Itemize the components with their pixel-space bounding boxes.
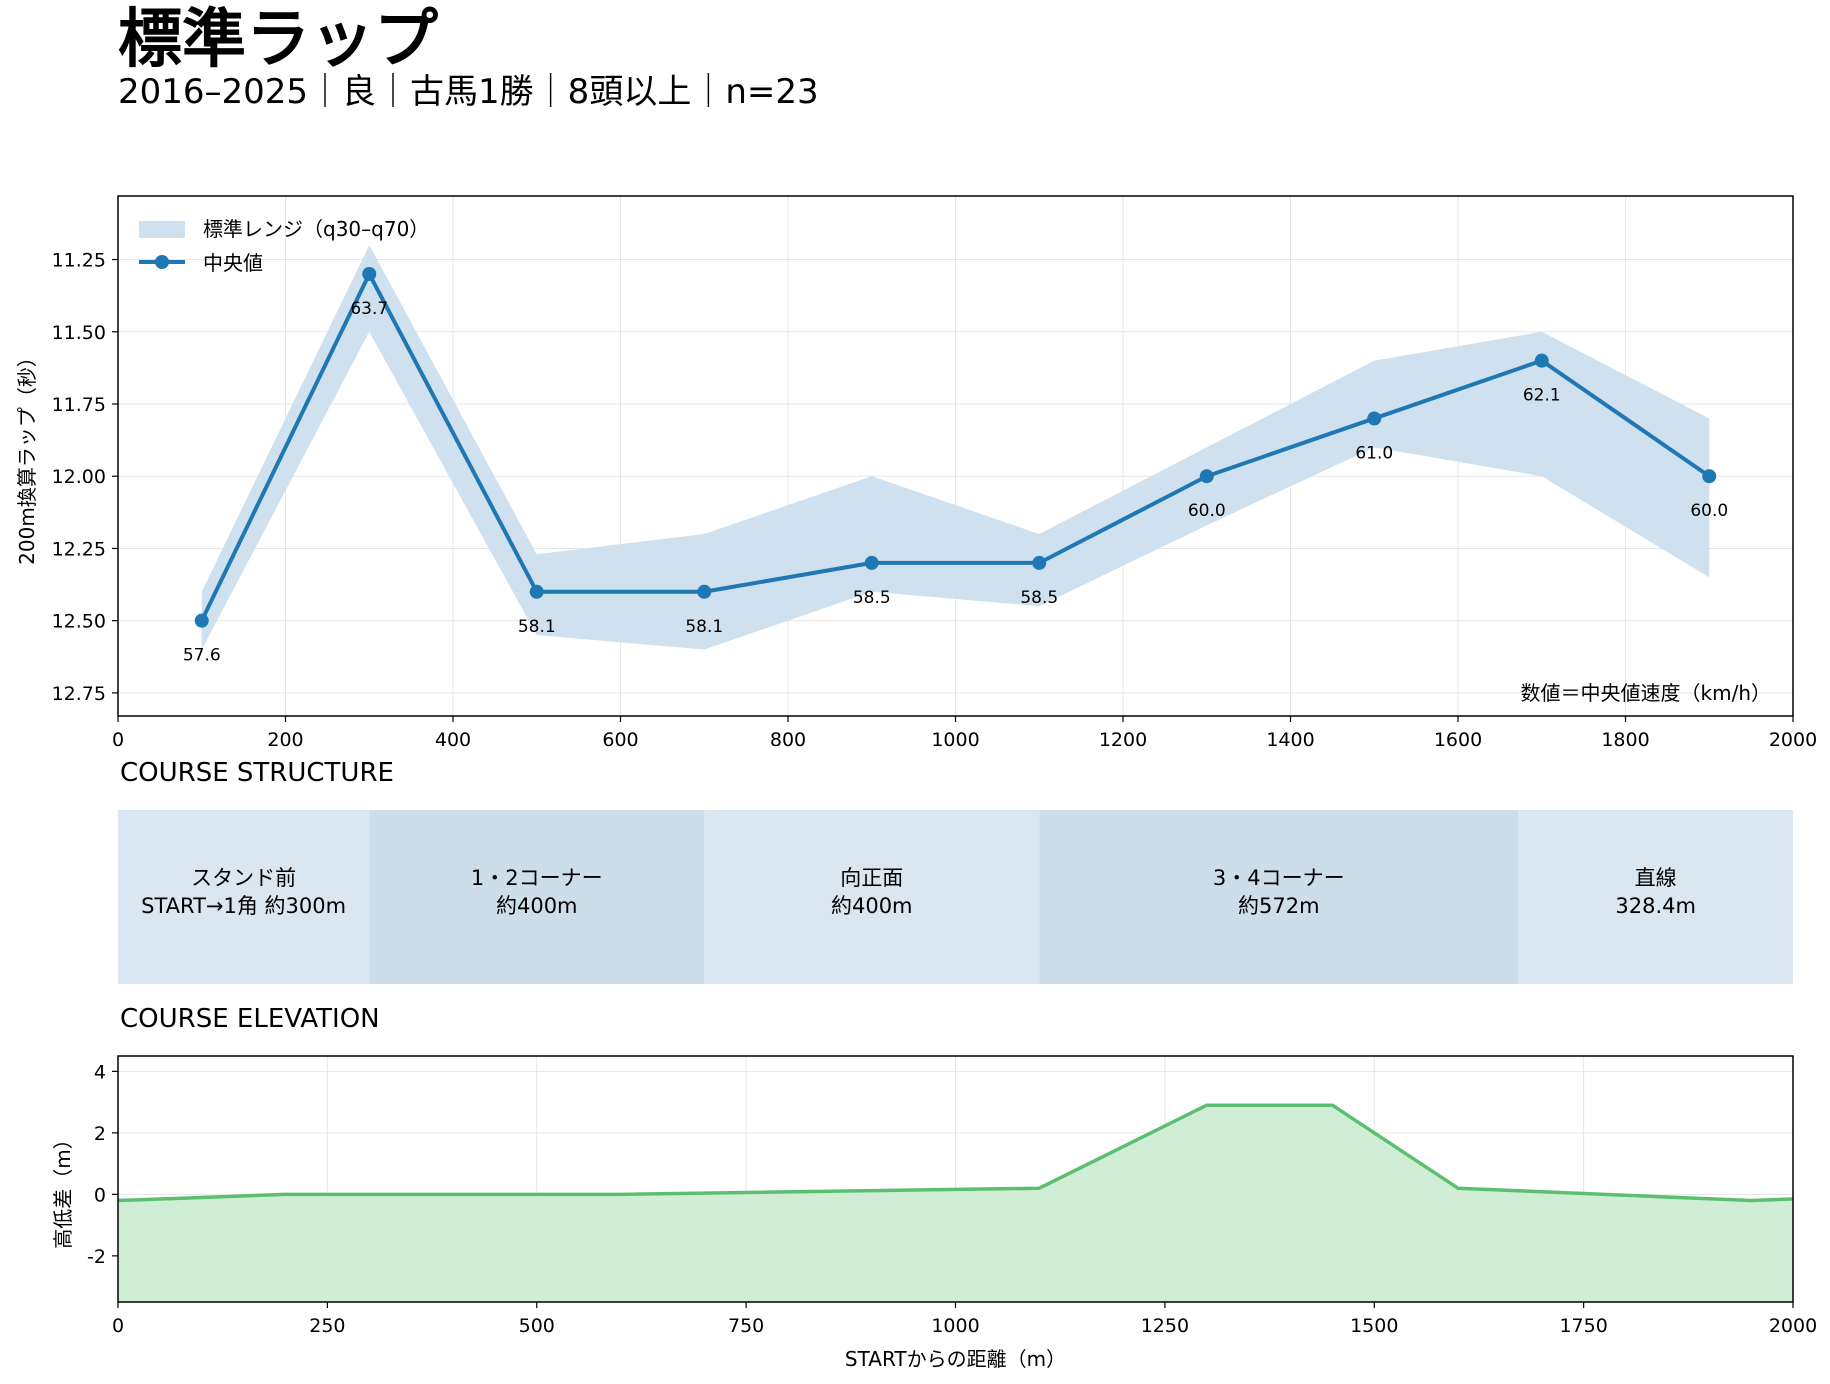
median-line (199, 272, 1711, 622)
median-point (864, 555, 879, 570)
elev-xtick-label: 1500 (1350, 1315, 1398, 1337)
lap-xtick-label: 1800 (1601, 729, 1649, 751)
lap-ytick-label: 11.50 (52, 322, 106, 344)
elev-xtick-label: 1250 (1141, 1315, 1189, 1337)
median-point (1199, 469, 1214, 484)
lap-ytick-label: 11.25 (52, 250, 106, 272)
elev-ylabel: 高低差（m） (51, 1129, 75, 1248)
speed-label: 58.1 (685, 617, 723, 637)
median-point (1534, 353, 1549, 368)
lap-ytick-label: 12.00 (52, 466, 106, 488)
course-segment (704, 810, 1040, 984)
elev-ytick-label: 4 (94, 1061, 106, 1083)
lap-ytick-label: 12.25 (52, 538, 106, 560)
segment-length: 約572m (1238, 894, 1320, 918)
speed-label: 60.0 (1188, 501, 1226, 521)
lap-ylabel: 200m換算ラップ（秒） (15, 347, 39, 565)
median-point (697, 584, 712, 599)
segment-label: 1・2コーナー (471, 866, 603, 890)
speed-label: 61.0 (1355, 443, 1393, 463)
chart-title: 標準ラップ (118, 3, 438, 77)
lap-xtick-label: 1200 (1099, 729, 1147, 751)
median-point (529, 584, 544, 599)
legend-median-label: 中央値 (203, 251, 263, 275)
speed-label: 60.0 (1690, 501, 1728, 521)
segment-length: 328.4m (1615, 894, 1696, 918)
legend-median-marker (155, 255, 169, 269)
speed-label: 57.6 (183, 646, 221, 666)
median-point (1032, 555, 1047, 570)
elev-xtick-label: 1750 (1559, 1315, 1607, 1337)
elev-ytick-label: 0 (94, 1184, 106, 1206)
segment-label: スタンド前 (191, 866, 296, 890)
standard-range-band (201, 245, 1710, 650)
median-point (1702, 469, 1717, 484)
elevation-area (118, 1105, 1793, 1302)
lap-xtick-label: 400 (435, 729, 471, 751)
course-segment (369, 810, 705, 984)
elev-xtick-label: 1000 (931, 1315, 979, 1337)
elev-xlabel: STARTからの距離（m） (845, 1347, 1066, 1371)
course-segment (1039, 810, 1519, 984)
course-segment (118, 810, 370, 984)
elev-xtick-label: 0 (112, 1315, 124, 1337)
elev-xtick-label: 2000 (1769, 1315, 1817, 1337)
elev-xtick-label: 250 (309, 1315, 345, 1337)
lap-xtick-label: 0 (112, 729, 124, 751)
lap-xtick-label: 1600 (1434, 729, 1482, 751)
lap-ytick-label: 11.75 (52, 394, 106, 416)
segment-length: 約400m (496, 894, 578, 918)
elev-xtick-label: 500 (519, 1315, 555, 1337)
chart-subtitle: 2016–2025｜良｜古馬1勝｜8頭以上｜n=23 (118, 72, 819, 112)
speed-label: 63.7 (350, 299, 388, 319)
lap-ytick-label: 12.50 (52, 611, 106, 633)
lap-xtick-label: 1000 (931, 729, 979, 751)
speed-note: 数値＝中央値速度（km/h） (1521, 681, 1771, 705)
segment-label: 向正面 (840, 866, 903, 890)
segment-label: 3・4コーナー (1213, 866, 1345, 890)
speed-label: 62.1 (1523, 386, 1561, 406)
median-point (194, 613, 209, 628)
lap-xtick-label: 1400 (1266, 729, 1314, 751)
lap-xtick-label: 800 (770, 729, 806, 751)
legend-band-swatch (139, 221, 185, 238)
legend-band-label: 標準レンジ（q30–q70） (203, 217, 429, 241)
elev-xtick-label: 750 (728, 1315, 764, 1337)
course-segment (1518, 810, 1793, 984)
lap-xtick-label: 600 (602, 729, 638, 751)
lap-xtick-label: 200 (267, 729, 303, 751)
speed-label: 58.5 (1020, 588, 1058, 608)
median-point (362, 267, 377, 281)
lap-xtick-label: 2000 (1769, 729, 1817, 751)
speed-label: 58.5 (853, 588, 891, 608)
speed-label: 58.1 (518, 617, 556, 637)
elev-ytick-label: -2 (87, 1246, 106, 1268)
median-point (1367, 411, 1382, 426)
segment-label: 直線 (1635, 866, 1677, 890)
elevation-line (117, 1103, 1794, 1203)
segment-length: START→1角 約300m (141, 894, 346, 918)
segment-length: 約400m (831, 894, 913, 918)
lap-ytick-label: 12.75 (52, 683, 106, 705)
elev-ytick-label: 2 (94, 1123, 106, 1145)
course-structure-title: COURSE STRUCTURE (120, 758, 394, 788)
course-elevation-title: COURSE ELEVATION (120, 1004, 380, 1034)
